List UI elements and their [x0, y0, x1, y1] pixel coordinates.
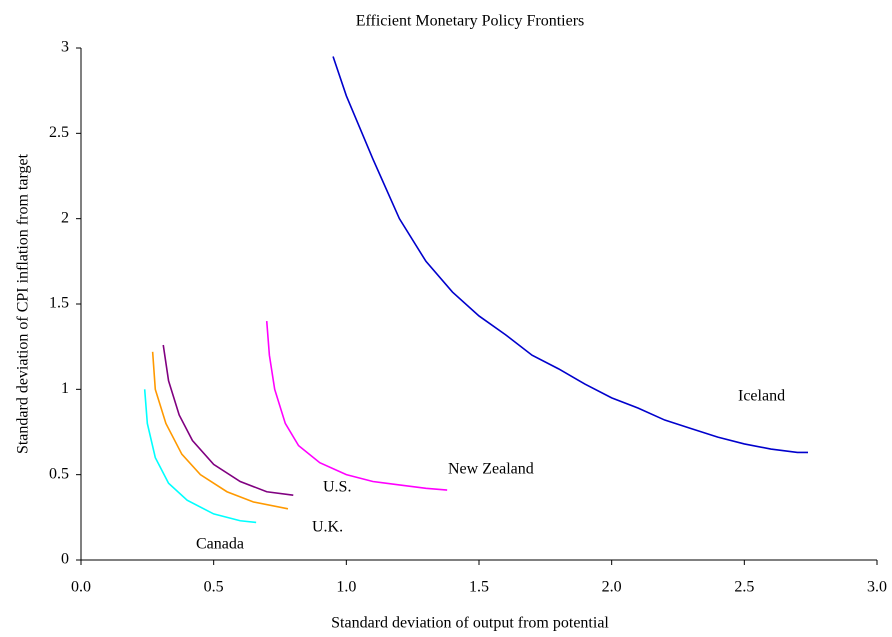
x-tick-label: 2.5 [734, 579, 754, 596]
y-tick-label: 3 [61, 39, 69, 56]
x-tick-label: 1.0 [336, 579, 356, 596]
y-tick-label: 2.5 [49, 124, 69, 141]
x-tick-label: 1.5 [469, 579, 489, 596]
series-line [162, 344, 294, 496]
series-line [265, 321, 448, 491]
y-tick-label: 0.5 [49, 465, 69, 482]
series-label: U.K. [312, 519, 343, 536]
y-tick-label: 1.5 [49, 295, 69, 312]
series-label: Canada [196, 536, 244, 553]
y-tick-label: 2 [61, 209, 69, 226]
x-axis-label: Standard deviation of output from potent… [331, 615, 609, 632]
series-line [332, 56, 809, 454]
series-label: Iceland [738, 388, 785, 405]
x-tick-label: 2.0 [602, 579, 622, 596]
series-label: U.S. [323, 479, 351, 496]
y-axis-label: Standard deviation of CPI inflation from… [15, 153, 32, 454]
x-tick-label: 3.0 [867, 579, 887, 596]
y-tick-label: 0 [61, 551, 69, 568]
series-label: New Zealand [448, 461, 534, 478]
series-line [151, 351, 289, 510]
x-tick-label: 0.5 [204, 579, 224, 596]
y-tick-label: 1 [61, 380, 69, 397]
x-tick-label: 0.0 [71, 579, 91, 596]
series-line [143, 389, 257, 524]
chart-title: Efficient Monetary Policy Frontiers [356, 13, 585, 30]
